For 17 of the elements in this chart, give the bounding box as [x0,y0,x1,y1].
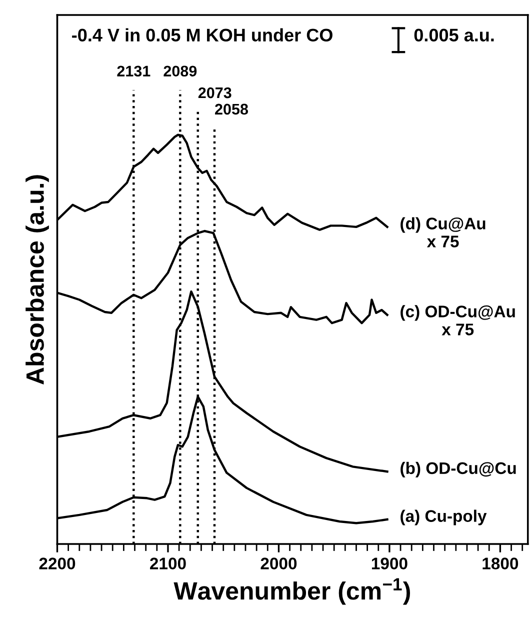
ref-line-label: 2058 [215,104,248,115]
series-label: (a) Cu-poly [400,510,487,526]
series-label: (b) OD-Cu@Cu [400,462,516,478]
series-label: (c) OD-Cu@Au x 75 [400,305,515,336]
y-axis-title: Absorbance (a.u.) [26,175,49,384]
x-tick-label: 2100 [150,558,186,570]
series-label: (d) Cu@Au x 75 [400,217,486,248]
x-tick-label: 1800 [482,558,518,570]
x-tick-label: 1900 [372,558,408,570]
x-tick-label: 2000 [260,558,297,570]
x-tick-label: 2200 [39,558,76,570]
text: -0.4 V in 0.05 M KOH under CO [72,28,332,42]
x-axis-title: Wavenumber (cm$^{−1}$) [174,578,410,605]
ref-line-label: 2131 [117,66,150,77]
ref-line-label: 2073 [198,87,232,98]
text: 0.005 a.u. [414,28,494,42]
ref-line-label: 2089 [164,66,197,77]
